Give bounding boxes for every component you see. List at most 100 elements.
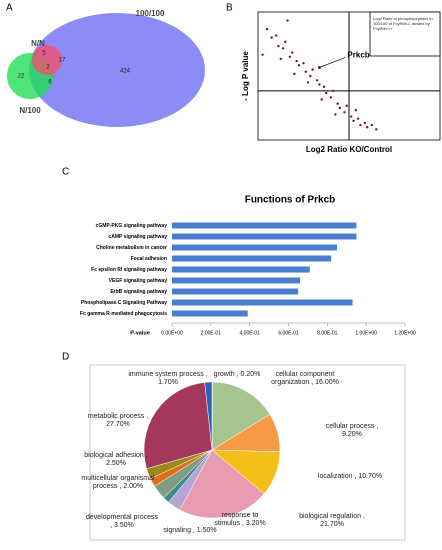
category-label: cGMP-PKG signaling pathway bbox=[96, 223, 168, 229]
bar bbox=[172, 277, 301, 284]
point bbox=[293, 72, 296, 76]
panel-letter: D bbox=[62, 352, 69, 363]
venn-count: 2 bbox=[46, 65, 50, 71]
point bbox=[265, 27, 269, 31]
x-axis-label: P-value bbox=[130, 330, 150, 336]
category-label: Fc gamma R-mediated phagocytosis bbox=[80, 311, 167, 317]
pie-label: developmental process , 3.50% bbox=[86, 514, 158, 529]
point bbox=[331, 89, 335, 93]
pie-frame bbox=[89, 364, 406, 541]
bar bbox=[172, 310, 248, 317]
point bbox=[286, 19, 289, 22]
pie-label: cellular process , 9.20% bbox=[325, 423, 379, 438]
point bbox=[279, 57, 282, 61]
venn-count: 22 bbox=[18, 74, 25, 80]
point bbox=[354, 108, 358, 112]
point bbox=[297, 64, 301, 67]
category-label: Choline metabolism in cancer bbox=[96, 245, 167, 251]
panel-letter: A bbox=[6, 3, 13, 14]
y-axis-label: - Log P value bbox=[241, 51, 250, 101]
pie-label: signaling , 1.50% bbox=[163, 527, 217, 534]
bar bbox=[172, 244, 338, 251]
pie-label: biological regulation , 21.70% bbox=[299, 513, 365, 528]
category-label: ErbB signaling pathway bbox=[110, 289, 167, 295]
category-label: Fc epsilon RI signaling pathway bbox=[91, 267, 167, 273]
x-axis-label: Log2 Ratio KO/Control bbox=[306, 145, 392, 154]
venn-set-label: N/N bbox=[31, 39, 45, 48]
category-label: Phospholipase C Signaling Pathway bbox=[81, 300, 167, 306]
venn-count: 424 bbox=[120, 69, 131, 75]
point bbox=[304, 70, 307, 73]
point bbox=[261, 53, 264, 56]
point bbox=[295, 59, 298, 63]
pie-slice bbox=[204, 381, 213, 451]
venn-set-label: 100/100 bbox=[136, 9, 165, 18]
point bbox=[370, 123, 373, 127]
bar bbox=[172, 266, 310, 273]
category-label: VEGF signaling pathway bbox=[109, 278, 168, 284]
x-tick-label: 0.00E+00 bbox=[161, 330, 183, 336]
point bbox=[270, 36, 273, 39]
point bbox=[345, 104, 348, 108]
chart-title: Functions of Prkcb bbox=[245, 195, 336, 206]
annotation-leader bbox=[319, 57, 346, 68]
bar bbox=[172, 288, 299, 295]
panel-letter: B bbox=[226, 3, 233, 14]
point bbox=[334, 113, 337, 116]
pie-label: growth , 0.20% bbox=[213, 371, 261, 378]
point bbox=[288, 55, 292, 58]
point bbox=[277, 44, 280, 48]
point bbox=[306, 81, 310, 84]
x-tick-label: 1.00E+00 bbox=[355, 330, 377, 336]
panel-letter: C bbox=[62, 167, 69, 178]
legend-box bbox=[369, 11, 441, 57]
point bbox=[311, 68, 314, 71]
pie-label: biological adhesion , 2.50% bbox=[84, 452, 148, 467]
bar bbox=[172, 255, 332, 262]
point bbox=[309, 74, 312, 78]
venn-set bbox=[29, 13, 205, 127]
legend-text: Log2 Ratio of phosphopeptides in 100/100… bbox=[373, 16, 433, 31]
point bbox=[329, 96, 332, 99]
bar bbox=[172, 222, 357, 229]
point bbox=[284, 40, 287, 44]
annotation: Prkcb bbox=[347, 51, 369, 60]
point bbox=[359, 123, 362, 127]
pie-label: metabolic process , 27.70% bbox=[87, 413, 149, 428]
point bbox=[281, 47, 285, 50]
venn-set-label: N/100 bbox=[19, 106, 41, 115]
point bbox=[356, 117, 360, 120]
point bbox=[320, 98, 323, 101]
x-tick-label: 6.00E-01 bbox=[278, 330, 299, 336]
point bbox=[315, 79, 319, 82]
pie-slice bbox=[143, 382, 213, 469]
pie-label: cellular component organization , 16.00% bbox=[271, 371, 339, 386]
point bbox=[318, 83, 321, 86]
pie-label: localization , 10.70% bbox=[317, 473, 383, 480]
point bbox=[343, 111, 346, 114]
pie-label: response to stimulus , 3.20% bbox=[214, 512, 266, 527]
point bbox=[352, 119, 355, 123]
venn-count: 17 bbox=[59, 58, 66, 64]
x-tick-label: 1.20E+00 bbox=[394, 330, 416, 336]
x-tick-label: 4.00E-01 bbox=[240, 330, 261, 336]
x-tick-label: 8.00E-01 bbox=[317, 330, 338, 336]
category-label: cAMP signaling pathway bbox=[108, 234, 167, 240]
point bbox=[375, 128, 378, 131]
annotated-point bbox=[317, 65, 321, 69]
venn-count: 5 bbox=[42, 51, 46, 57]
pie-label: immune system process , 1.70% bbox=[128, 371, 208, 386]
venn-count: 6 bbox=[48, 80, 52, 86]
pie-slice bbox=[211, 381, 271, 451]
x-tick-label: 2.00E-01 bbox=[201, 330, 222, 336]
point bbox=[325, 91, 328, 95]
point bbox=[350, 115, 353, 118]
pie-slice bbox=[179, 449, 265, 519]
venn-set bbox=[32, 45, 62, 75]
point bbox=[275, 34, 278, 37]
pie-label: multicellular organismal process , 2.00% bbox=[81, 475, 155, 490]
point bbox=[363, 121, 367, 125]
point bbox=[302, 62, 305, 65]
